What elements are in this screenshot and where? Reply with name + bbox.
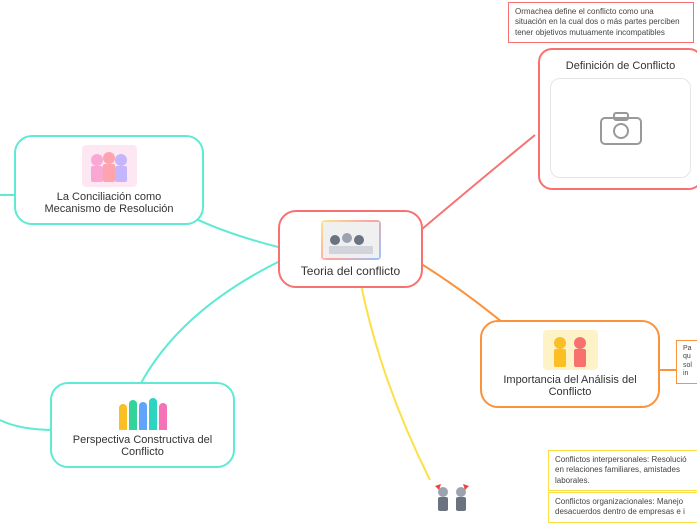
importance-title: Importancia del Análisis del Conflicto: [496, 374, 644, 398]
node-center[interactable]: Teoria del conflicto: [278, 210, 423, 288]
perspective-title: Perspectiva Constructiva del Conflicto: [66, 434, 219, 458]
node-perspective[interactable]: Perspectiva Constructiva del Conflicto: [50, 382, 235, 468]
bottom-image: [430, 478, 474, 513]
note-text: Ormachea define el conflicto como una si…: [515, 7, 680, 37]
camera-icon: [591, 104, 651, 152]
conciliation-image: [82, 145, 137, 187]
node-conciliation[interactable]: La Conciliación como Mecanismo de Resolu…: [14, 135, 204, 225]
importance-image: [543, 330, 598, 370]
conciliation-title: La Conciliación como Mecanismo de Resolu…: [30, 191, 188, 215]
center-image: [321, 220, 381, 260]
note-interpersonal: Conflictos interpersonales: Resolució en…: [548, 450, 697, 491]
node-importance[interactable]: Importancia del Análisis del Conflicto: [480, 320, 660, 408]
note-ormachea: Ormachea define el conflicto como una si…: [508, 2, 694, 43]
note-organizational-text: Conflictos organizacionales: Manejo desa…: [555, 497, 685, 516]
note-side-text: Pa qu sol in: [683, 345, 692, 377]
definition-image-area: [550, 78, 691, 178]
node-definition[interactable]: Definición de Conflicto: [538, 48, 697, 190]
note-interpersonal-text: Conflictos interpersonales: Resolució en…: [555, 455, 687, 485]
definition-title: Definición de Conflicto: [550, 60, 691, 72]
note-organizational: Conflictos organizacionales: Manejo desa…: [548, 492, 697, 523]
perspective-image: [118, 392, 168, 430]
note-side: Pa qu sol in: [676, 340, 697, 384]
center-title: Teoria del conflicto: [301, 264, 400, 278]
